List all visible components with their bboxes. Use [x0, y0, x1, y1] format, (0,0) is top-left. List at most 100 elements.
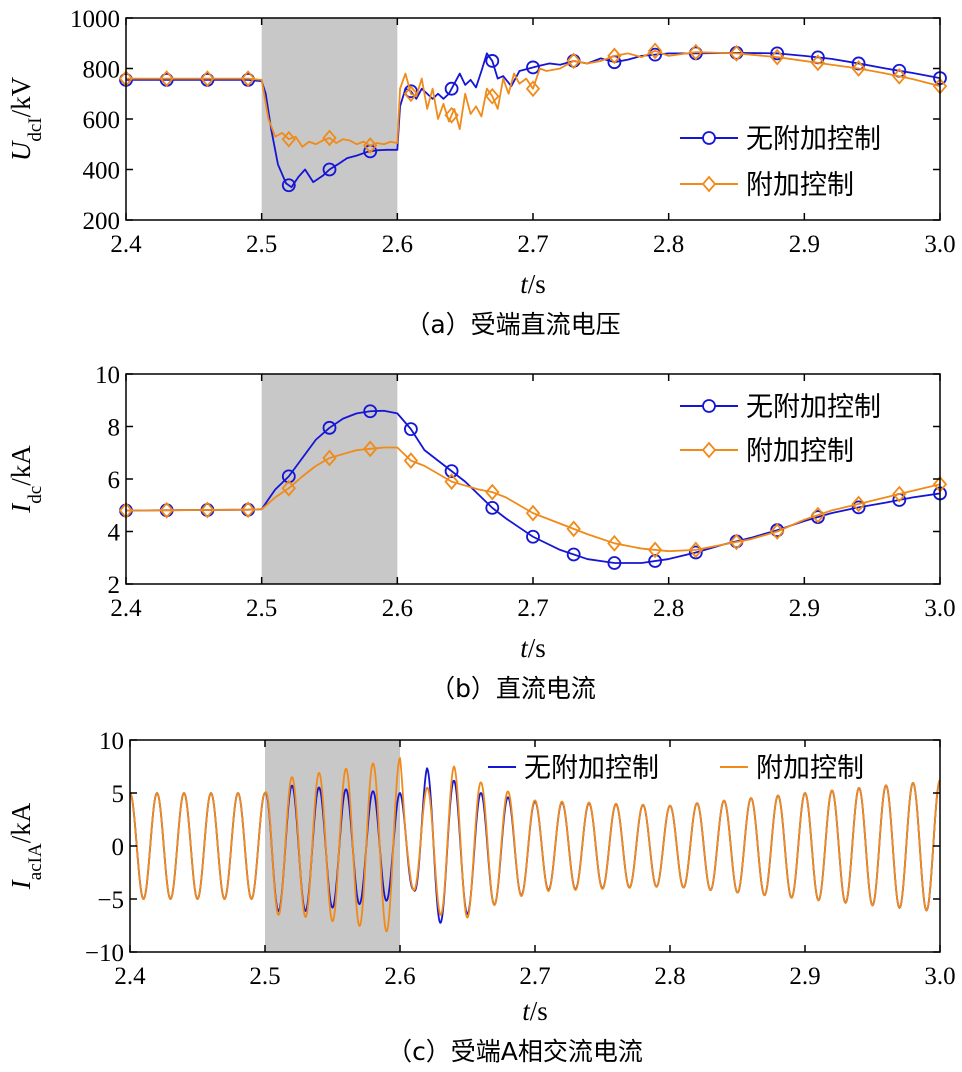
panel-a-udc-voltage: 2.4 2.5 2.6 2.7 2.8 2.9 3.0 200 400 600 800 1000 t/s… [6, 6, 956, 339]
legend-label-with-control: 附加控制 [756, 753, 864, 784]
y-axis-label-subscript: dc [25, 486, 46, 504]
marker-diamond-14 [688, 43, 703, 61]
series-group [118, 404, 948, 570]
y-tick-label: 10 [95, 362, 120, 389]
y-tick-label: 600 [83, 107, 121, 134]
legend: 无附加控制 附加控制 [488, 753, 864, 784]
marker-circle-8 [444, 464, 459, 479]
marker-diamond-19 [892, 485, 907, 503]
fault-shaded-region [265, 740, 400, 952]
marker-diamond-1 [159, 70, 174, 87]
x-axis-label-var: t [522, 996, 531, 1026]
marker-diamond-15 [729, 44, 744, 62]
x-tick-label: 3.0 [924, 963, 955, 990]
marker-diamond-3 [240, 70, 256, 87]
x-tick-label: 2.8 [654, 963, 685, 990]
marker-diamond-10 [525, 80, 541, 98]
marker-diamond-17 [810, 54, 826, 72]
y-axis-label-subscript: dcI [25, 117, 46, 141]
marker-diamond-15 [729, 533, 744, 551]
x-tick-label: 2.9 [789, 963, 820, 990]
marker-circle-9 [485, 54, 500, 68]
y-axis-label-unit: /kA [6, 445, 36, 486]
marker-diamond-3 [240, 501, 256, 519]
marker-circle-4 [281, 178, 296, 193]
marker-diamond-18 [851, 495, 866, 513]
y-axis-label: Idc/kA [6, 445, 46, 514]
marker-diamond-11 [566, 520, 581, 538]
panel-caption: （b）直流电流 [430, 674, 596, 703]
marker-diamond-19 [892, 67, 907, 85]
y-tick-label: 2 [108, 572, 121, 599]
x-axis-label-unit: /s [530, 996, 548, 1026]
legend-marker-diamond [701, 441, 717, 459]
series-line-no-control [126, 51, 941, 189]
y-axis-label-var: U [6, 140, 36, 161]
y-axis-label: IacIA/kA [6, 802, 46, 890]
legend-label-no-control: 无附加控制 [524, 753, 659, 784]
panel-caption: （c）受端A相交流电流 [387, 1037, 643, 1066]
x-tick-label: 2.5 [246, 595, 277, 622]
marker-diamond-13 [647, 541, 663, 559]
x-tick-label: 2.5 [249, 963, 280, 990]
marker-diamond-2 [200, 501, 215, 519]
marker-diamond-16 [770, 523, 785, 540]
x-tick-label: 2.6 [384, 963, 415, 990]
marker-diamond-13 [647, 42, 663, 60]
y-tick-label: −10 [85, 940, 124, 967]
x-axis-label: t/s [520, 633, 546, 663]
legend-label-no-control: 无附加控制 [746, 392, 881, 423]
series-line-with-control [126, 49, 941, 148]
y-tick-label: 5 [112, 781, 125, 808]
x-tick-label: 2.4 [114, 963, 146, 990]
x-tick-label: 2.8 [653, 595, 684, 622]
x-axis-label-unit: /s [528, 633, 546, 663]
marker-circle-7 [403, 422, 418, 437]
marker-diamond-16 [770, 48, 785, 66]
marker-circle-11 [566, 547, 581, 562]
marker-diamond-6 [363, 440, 378, 458]
fault-shaded-region [261, 18, 398, 220]
marker-circle-8 [444, 81, 459, 96]
legend-label-with-control: 附加控制 [746, 436, 854, 467]
marker-diamond-14 [688, 541, 703, 559]
marker-circle-14 [688, 545, 703, 560]
y-tick-label: 1000 [70, 6, 120, 33]
y-tick-label: 400 [83, 158, 121, 185]
marker-circle-9 [485, 500, 500, 515]
x-tick-label: 2.4 [110, 231, 142, 258]
series-group [118, 42, 948, 193]
marker-diamond-7 [403, 452, 419, 470]
x-axis-label-unit: /s [528, 269, 546, 299]
marker-circle-18 [851, 56, 866, 71]
y-axis-label-unit: /kA [6, 802, 36, 843]
marker-diamond-17 [810, 506, 826, 524]
marker-diamond-4 [281, 479, 296, 497]
x-tick-label: 2.6 [382, 231, 413, 258]
x-tick-label: 2.9 [789, 595, 820, 622]
panel-b-idc-current: 2.4 2.5 2.6 2.7 2.8 2.9 3.0 2 4 6 8 10 t/s Idc/kA 无附加控… [6, 362, 956, 703]
marker-circle-13 [648, 554, 662, 568]
y-axis-label-var: I [6, 502, 36, 514]
y-tick-label: 800 [83, 57, 121, 84]
y-tick-label: 4 [108, 520, 121, 547]
marker-circle-16 [770, 46, 785, 61]
marker-diamond-4 [281, 130, 296, 148]
y-tick-label: 200 [83, 208, 121, 235]
y-axis-label: UdcI/kV [6, 76, 46, 161]
x-tick-label: 2.7 [517, 595, 548, 622]
marker-diamond-5 [322, 449, 337, 467]
legend-marker-diamond [701, 175, 717, 193]
marker-circle-12 [607, 556, 622, 570]
marker-circle-5 [322, 162, 337, 177]
y-axis-label-subscript: acIA [25, 843, 46, 880]
fault-shaded-region [261, 374, 398, 584]
marker-diamond-10 [525, 504, 541, 522]
y-tick-label: 8 [108, 415, 121, 442]
x-axis-label: t/s [520, 269, 546, 299]
x-tick-label: 2.6 [382, 595, 413, 622]
marker-diamond-9 [485, 483, 500, 501]
marker-diamond-8 [444, 106, 459, 124]
y-tick-label: 0 [112, 834, 125, 861]
series-group [129, 757, 941, 933]
